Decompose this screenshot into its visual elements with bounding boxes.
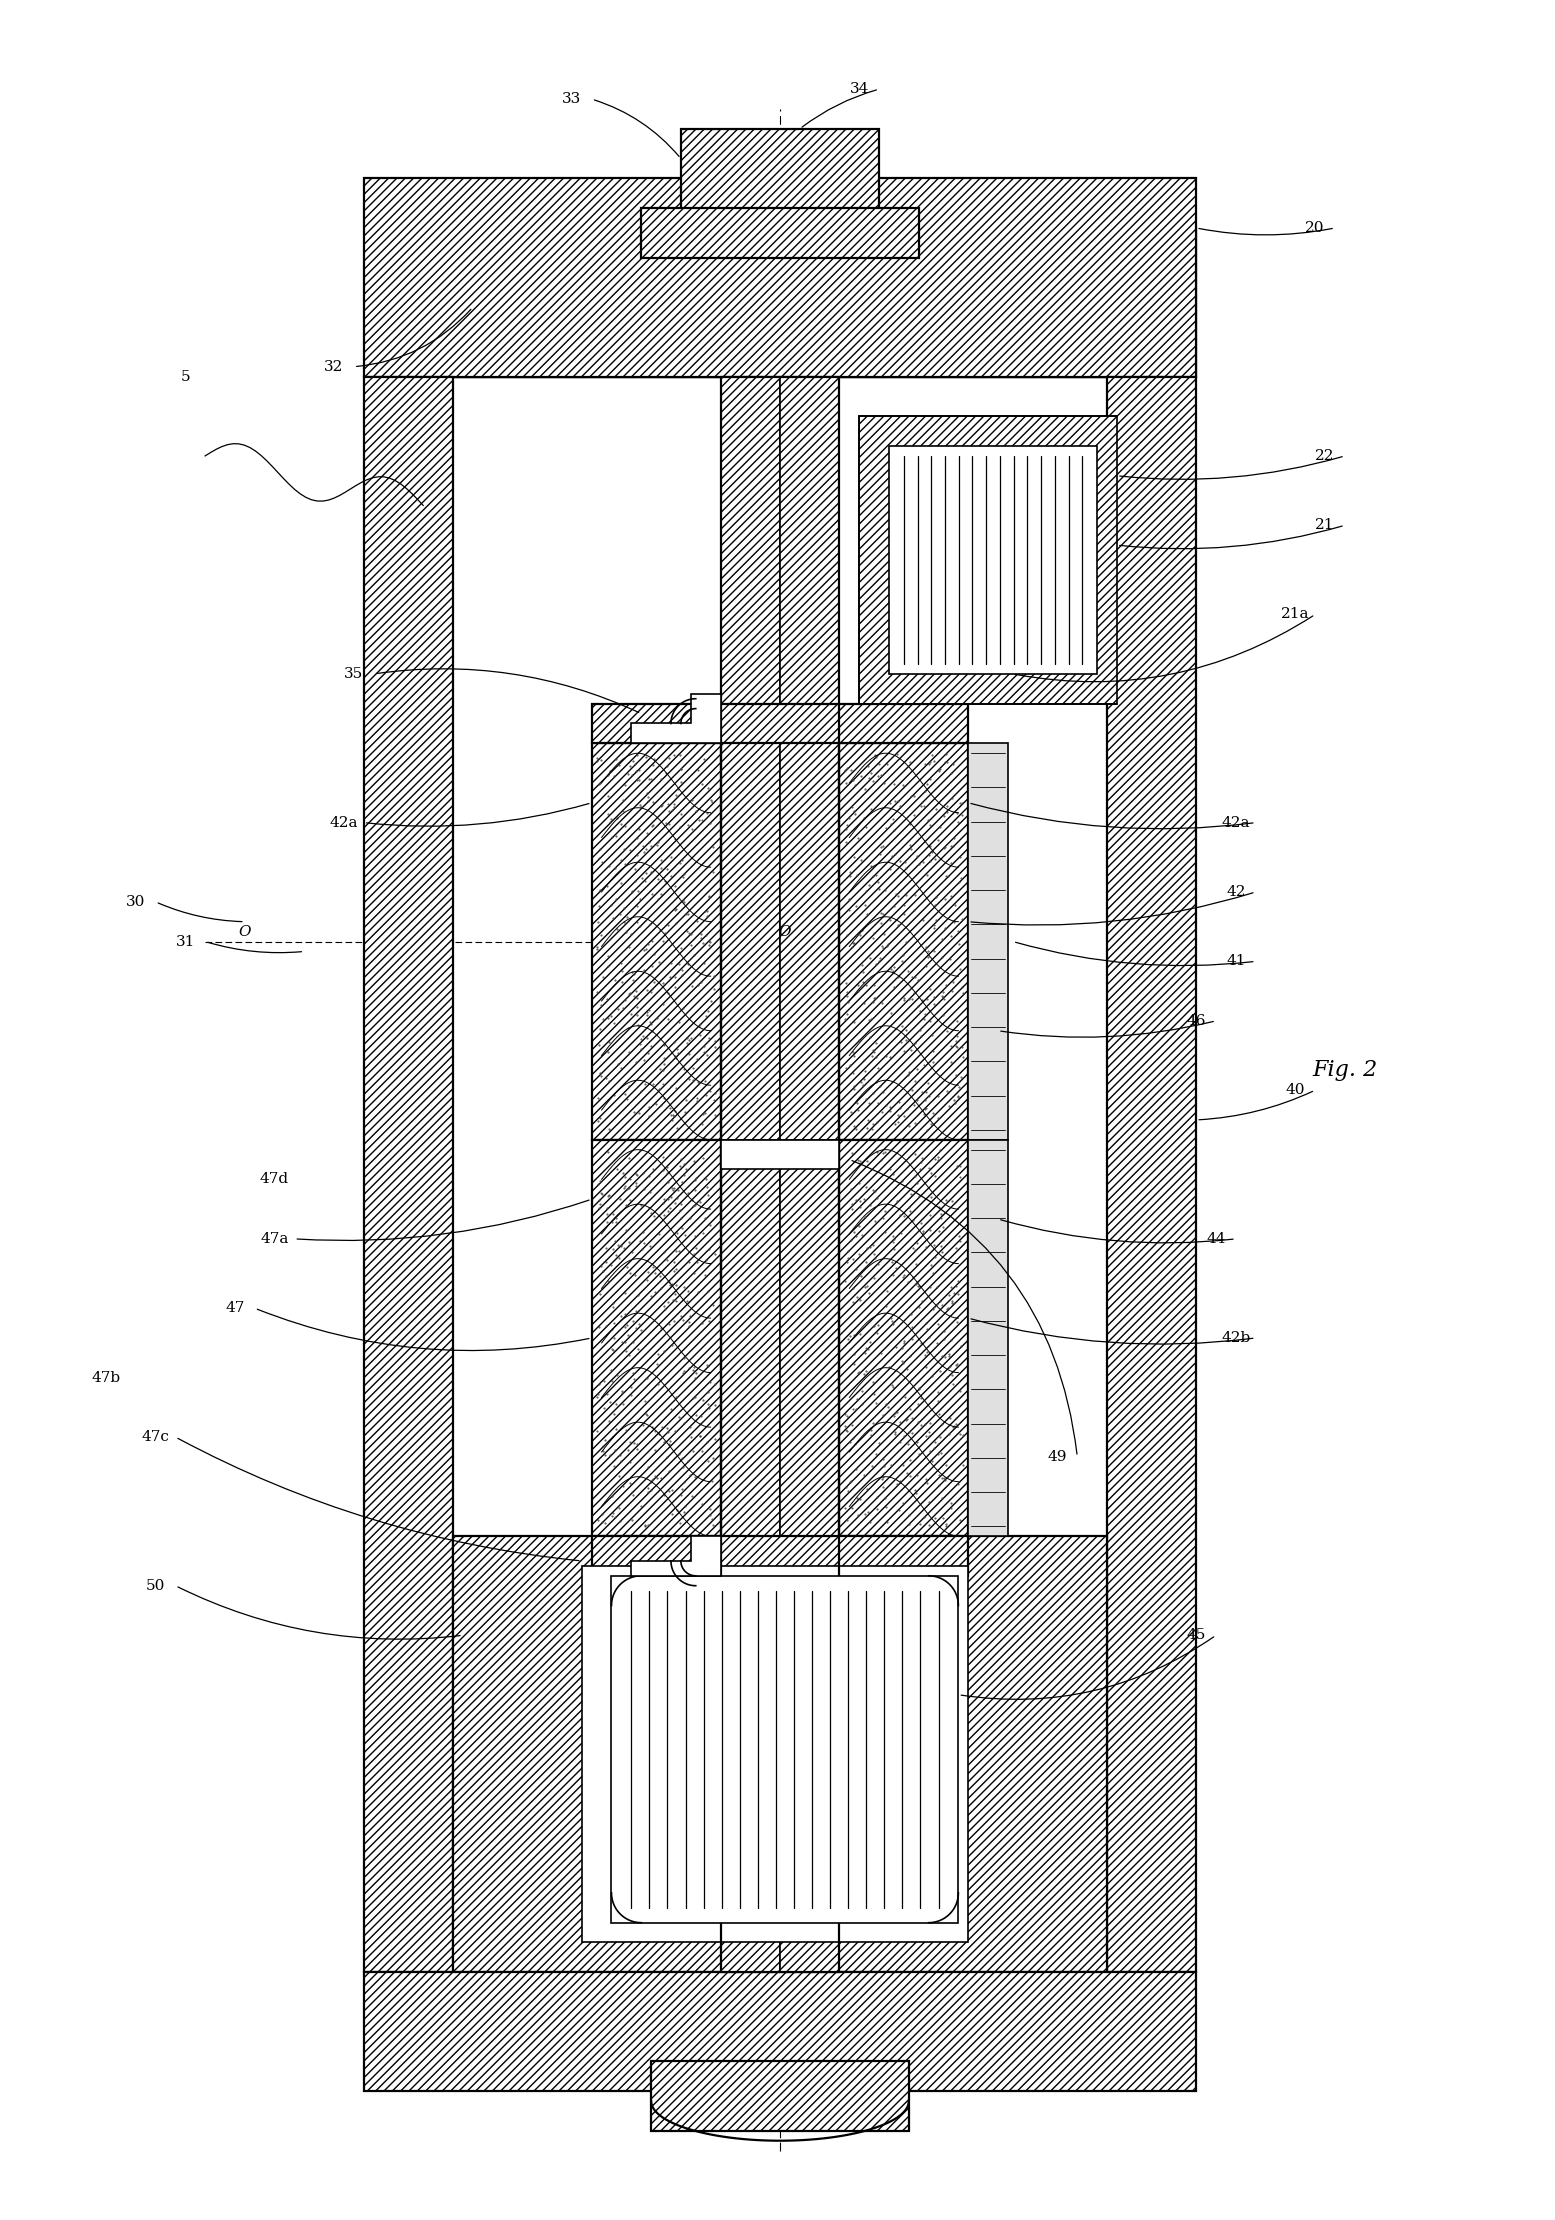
Polygon shape [364, 1971, 1196, 2091]
Text: O: O [238, 924, 250, 939]
Polygon shape [641, 209, 919, 258]
Text: 21: 21 [1316, 517, 1334, 533]
Text: 42a: 42a [330, 815, 358, 830]
Polygon shape [681, 129, 879, 229]
Text: O: O [779, 924, 791, 939]
Polygon shape [611, 1576, 958, 1923]
Text: Fig. 2: Fig. 2 [1312, 1059, 1378, 1081]
Polygon shape [720, 377, 781, 1971]
Text: 35: 35 [344, 666, 364, 682]
Polygon shape [591, 704, 969, 744]
Text: 47a: 47a [260, 1232, 289, 1245]
Polygon shape [591, 744, 720, 1139]
Polygon shape [364, 377, 453, 1971]
Text: 34: 34 [849, 82, 869, 95]
Polygon shape [840, 744, 969, 1139]
Text: 45: 45 [1186, 1627, 1207, 1643]
Text: 44: 44 [1207, 1232, 1225, 1245]
Polygon shape [582, 1565, 969, 1942]
Text: 50: 50 [146, 1578, 165, 1592]
Text: 32: 32 [325, 360, 344, 373]
Polygon shape [364, 229, 641, 377]
Polygon shape [453, 229, 1196, 377]
Text: 47b: 47b [92, 1370, 121, 1385]
Polygon shape [591, 1139, 720, 1536]
Polygon shape [591, 1536, 969, 1576]
Polygon shape [652, 2062, 908, 2131]
Text: 21a: 21a [1281, 608, 1309, 622]
Polygon shape [631, 695, 720, 744]
Text: 47d: 47d [260, 1172, 289, 1185]
Polygon shape [781, 377, 840, 1971]
Polygon shape [720, 1139, 840, 1170]
Polygon shape [969, 744, 1008, 1139]
Text: 22: 22 [1316, 448, 1334, 464]
Polygon shape [364, 178, 1196, 377]
Text: 30: 30 [126, 895, 146, 908]
Polygon shape [889, 446, 1098, 675]
Polygon shape [969, 1139, 1008, 1536]
Text: 47: 47 [225, 1301, 244, 1314]
Text: 41: 41 [1227, 955, 1246, 968]
Text: 46: 46 [1186, 1015, 1207, 1028]
Text: 33: 33 [563, 91, 582, 107]
Text: 49: 49 [1048, 1450, 1067, 1463]
Polygon shape [453, 1536, 1107, 1971]
Polygon shape [1107, 377, 1196, 1971]
Text: 40: 40 [1286, 1083, 1305, 1097]
Polygon shape [840, 1139, 969, 1536]
Polygon shape [631, 1536, 720, 1576]
Text: 31: 31 [176, 935, 194, 948]
Polygon shape [860, 417, 1116, 704]
Text: 42b: 42b [1221, 1332, 1250, 1345]
Text: 47c: 47c [142, 1430, 169, 1443]
Text: 20: 20 [1305, 222, 1325, 235]
Text: 42a: 42a [1222, 815, 1250, 830]
Text: 5: 5 [180, 369, 190, 384]
Text: 42: 42 [1227, 886, 1246, 899]
